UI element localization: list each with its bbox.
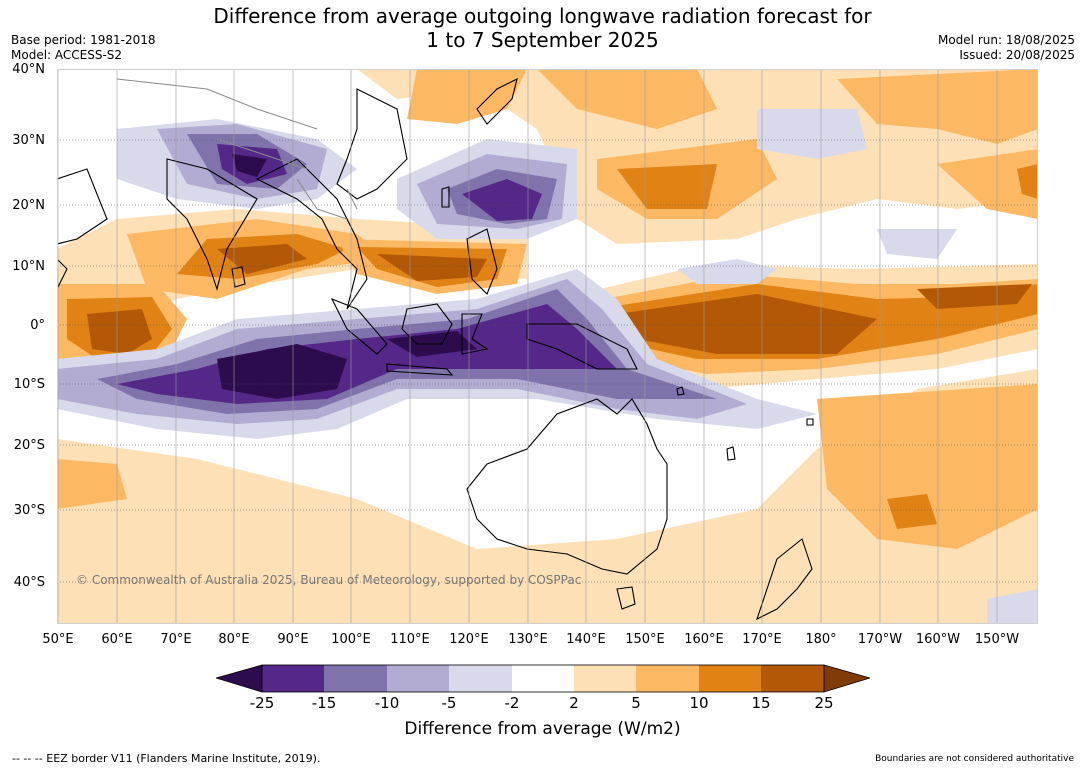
colorbar-bin-p5-p10 [636, 665, 699, 692]
tasmania-coastline [616, 586, 636, 610]
lat-label-40n: 40°N [12, 62, 45, 77]
lon-label-130e: 130°E [508, 632, 548, 647]
lon-label-50e: 50°E [42, 632, 74, 647]
philippines-coastline [466, 228, 498, 295]
se-asia-coastline [255, 158, 368, 310]
negative-anomaly-regions [57, 109, 1038, 624]
issued-date: Issued: 20/08/2025 [959, 48, 1075, 62]
model-name: Model: ACCESS-S2 [11, 48, 123, 62]
model-run: Model run: 18/08/2025 [937, 33, 1075, 47]
colorbar-bin-m25-m15 [262, 665, 324, 692]
lon-label-120e: 120°E [449, 632, 489, 647]
copyright-notice: © Commonwealth of Australia 2025, Bureau… [76, 573, 581, 587]
lon-label-100e: 100°E [331, 632, 371, 647]
colorbar-tick: -15 [311, 694, 337, 712]
colorbar-tick: -2 [504, 694, 520, 712]
graticule [57, 69, 1038, 624]
africa-coastline [57, 258, 68, 290]
colorbar-extend-low [216, 664, 263, 693]
lon-label-160w: 160°W [915, 632, 961, 647]
lon-label-110e: 110°E [390, 632, 430, 647]
map-frame [57, 69, 1038, 624]
coastlines [57, 77, 814, 621]
colorbar-bin-p2-p5 [574, 665, 636, 692]
china-coastline [336, 88, 408, 200]
colorbar-bin-m2-p2 [512, 665, 574, 692]
colorbar-tick: 10 [689, 694, 709, 712]
borneo-coastline [401, 303, 453, 345]
lon-label-80e: 80°E [218, 632, 250, 647]
colorbar-bin-p15-p25 [761, 665, 824, 692]
india-coastline [166, 158, 258, 291]
lon-label-90e: 90°E [277, 632, 309, 647]
colorbar-tick: -10 [374, 694, 400, 712]
meta-left: Base period: 1981-2018 Model: ACCESS-S2 [11, 33, 156, 63]
colorbar-tick: -5 [441, 694, 457, 712]
lat-label-30s: 30°S [13, 503, 45, 518]
lon-label-160e: 160°E [684, 632, 724, 647]
lat-label-20n: 20°N [12, 198, 45, 213]
lat-label-10s: 10°S [13, 377, 45, 392]
colorbar-frame [261, 664, 825, 693]
japan-coastline [476, 77, 518, 125]
title-line-1: Difference from average outgoing longwav… [213, 4, 872, 28]
boundaries-disclaimer: Boundaries are not considered authoritat… [875, 754, 1074, 764]
map-title: Difference from average outgoing longwav… [0, 4, 1085, 52]
lon-label-60e: 60°E [101, 632, 133, 647]
colorbar-tick: 25 [814, 694, 834, 712]
lat-label-20s: 20°S [13, 438, 45, 453]
colorbar-tick: 5 [631, 694, 641, 712]
colorbar-tick: 2 [569, 694, 579, 712]
sumatra-coastline [330, 297, 388, 355]
java-coastline [386, 363, 454, 376]
meta-right: Model run: 18/08/2025 Issued: 20/08/2025 [938, 33, 1075, 63]
lon-label-70e: 70°E [160, 632, 192, 647]
new-guinea-coastline [526, 323, 638, 370]
lon-label-170w: 170°W [857, 632, 903, 647]
colorbar [216, 664, 870, 693]
lat-label-10n: 10°N [12, 259, 45, 274]
lon-label-150e: 150°E [625, 632, 665, 647]
lat-label-30n: 30°N [12, 133, 45, 148]
base-period: Base period: 1981-2018 [11, 33, 156, 47]
colorbar-tick: -25 [249, 694, 275, 712]
olr-anomaly-map: © Commonwealth of Australia 2025, Bureau… [57, 69, 1038, 624]
lon-label-180: 180° [805, 632, 837, 647]
australia-coastline [466, 398, 668, 575]
colorbar-tick: 15 [751, 694, 771, 712]
lat-label-0: 0° [30, 318, 45, 333]
colorbar-title: Difference from average (W/m2) [404, 719, 681, 739]
title-line-2: 1 to 7 September 2025 [426, 28, 659, 52]
colorbar-extend-high [823, 664, 870, 693]
lon-label-140e: 140°E [566, 632, 606, 647]
sulawesi-coastline [461, 313, 489, 355]
colorbar-bin-p10-p15 [699, 665, 761, 692]
colorbar-bin-m5-m2 [449, 665, 512, 692]
lat-label-40s: 40°S [13, 575, 45, 590]
taiwan-coastline [441, 186, 450, 208]
country-borders [116, 78, 358, 220]
eez-border-note: -- -- -- EEZ border V11 (Flanders Marine… [12, 752, 321, 765]
lon-label-150w: 150°W [974, 632, 1020, 647]
pacific-islands-coastline [676, 386, 814, 461]
lon-label-170e: 170°E [742, 632, 782, 647]
arabia-coastline [57, 168, 108, 245]
colorbar-bin-m15-m10 [324, 665, 387, 692]
colorbar-bin-m10-m5 [387, 665, 449, 692]
new-zealand-coastline [756, 538, 813, 621]
